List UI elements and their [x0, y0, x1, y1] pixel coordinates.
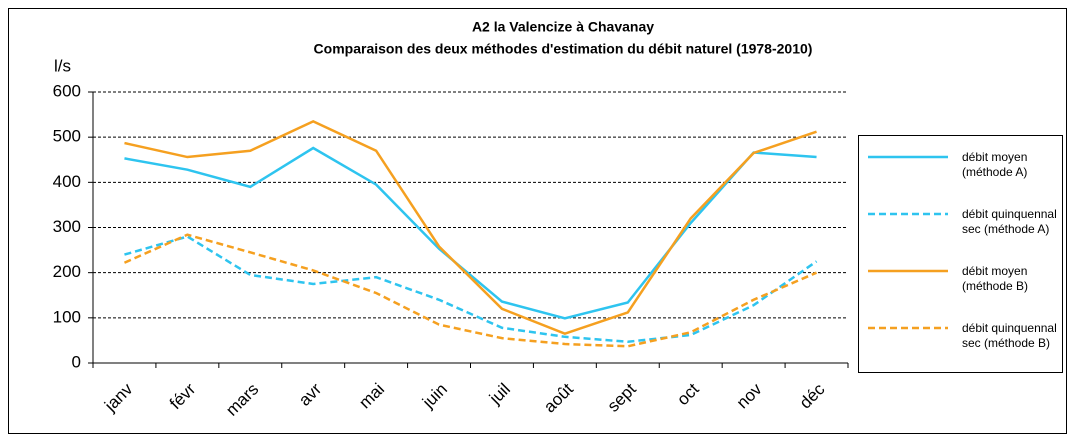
legend-label: débit moyen (méthode B): [962, 264, 1029, 293]
y-tick-label: 500: [53, 127, 81, 146]
series-line: [124, 235, 818, 344]
y-axis-label: l/s: [54, 56, 71, 75]
legend-label: débit moyen (méthode A): [962, 150, 1028, 179]
y-tick-label: 0: [72, 352, 81, 371]
y-tick-label: 400: [53, 172, 81, 191]
series-line: [124, 119, 817, 335]
legend-label: débit quinquennal sec (méthode B): [962, 321, 1057, 350]
series-line: [123, 233, 818, 348]
legend-box: [858, 135, 1063, 373]
chart-subtitle: Comparaison des deux méthodes d'estimati…: [314, 41, 813, 57]
chart-title: A2 la Valencize à Chavanay: [472, 19, 654, 35]
y-tick-label: 100: [53, 307, 81, 326]
y-tick-label: 200: [53, 262, 81, 281]
legend-label: débit quinquennal sec (méthode A): [962, 207, 1057, 236]
series-line: [124, 146, 817, 320]
y-tick-label: 300: [53, 217, 81, 236]
y-tick-label: 600: [53, 81, 81, 100]
